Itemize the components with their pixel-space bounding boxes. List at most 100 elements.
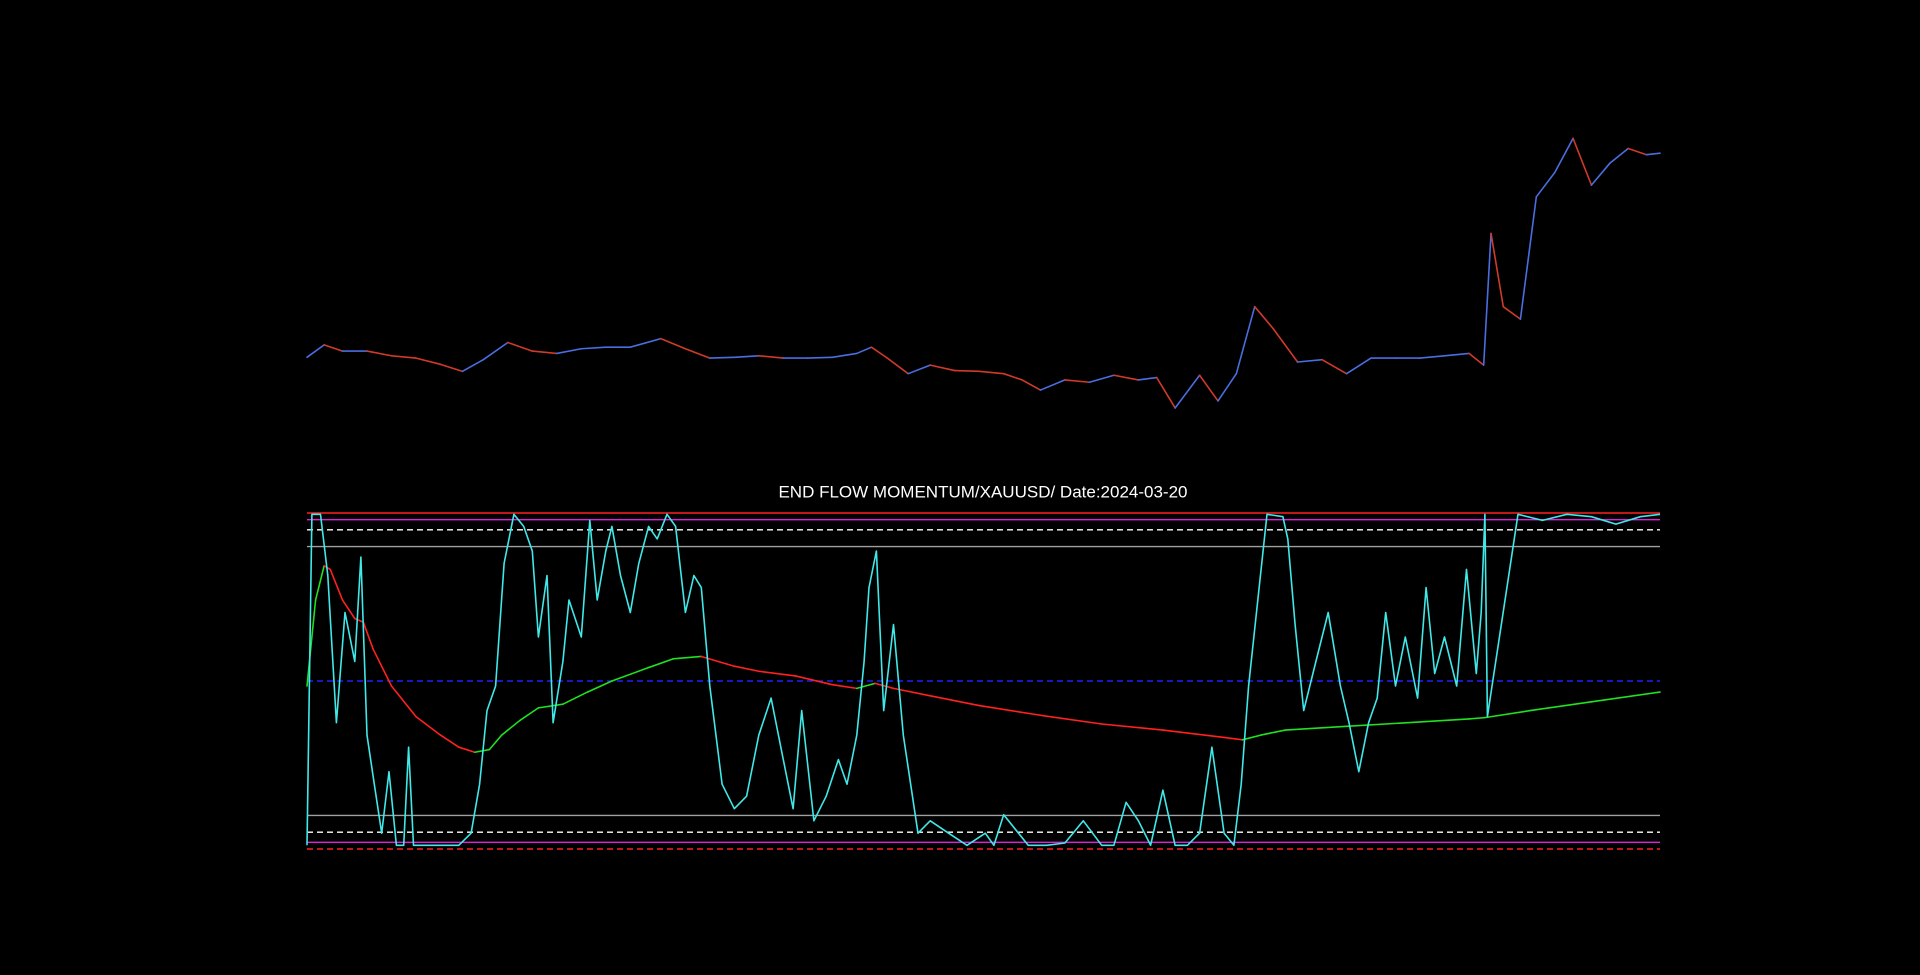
price-segment	[1443, 352, 1470, 357]
price-segment	[1296, 358, 1323, 363]
oscillator-line	[306, 513, 1661, 847]
price-segment	[929, 364, 956, 372]
price-segment	[580, 346, 607, 350]
signal-segment	[1100, 723, 1164, 731]
signal-segment	[855, 682, 876, 690]
price-segment	[306, 344, 325, 359]
signal-segment	[439, 734, 460, 748]
price-segment	[1468, 352, 1485, 366]
price-segment	[1064, 379, 1091, 384]
signal-segment	[874, 682, 895, 690]
signal-segment	[1529, 701, 1593, 712]
signal-segment	[647, 658, 674, 669]
signal-segment	[794, 675, 834, 686]
price-segment	[1137, 376, 1158, 381]
price-segment	[709, 356, 736, 359]
signal-segment	[1345, 721, 1409, 728]
signal-segment	[1039, 714, 1103, 725]
price-segment	[439, 363, 464, 373]
signal-segment	[1241, 734, 1262, 741]
price-segment	[806, 356, 834, 359]
price-segment	[1608, 147, 1629, 165]
signal-segment	[758, 670, 797, 677]
price-segment	[1345, 357, 1372, 375]
signal-segment	[353, 617, 365, 624]
signal-segment	[586, 680, 613, 693]
price-segment	[1039, 379, 1066, 391]
price-segment	[907, 364, 932, 375]
signal-segment	[415, 715, 442, 736]
price-segment	[531, 350, 558, 355]
price-segment	[1021, 379, 1042, 391]
signal-segment	[314, 564, 325, 601]
signal-segment	[1590, 691, 1661, 703]
price-segment	[1482, 232, 1492, 366]
price-segment	[366, 350, 393, 357]
signal-segment	[519, 707, 540, 722]
price-segment	[323, 344, 344, 352]
price-segment	[1535, 171, 1556, 198]
signal-segment	[500, 719, 521, 736]
price-segment	[758, 354, 785, 359]
price-segment	[1088, 374, 1115, 384]
price-segment	[1645, 152, 1661, 156]
signal-segment	[341, 599, 356, 620]
price-segment	[1155, 376, 1176, 409]
price-segment	[1217, 372, 1238, 402]
signal-segment	[831, 683, 858, 690]
signal-segment	[562, 691, 589, 705]
signal-segment	[488, 734, 503, 751]
price-segment	[507, 341, 534, 352]
price-segment	[1419, 354, 1446, 359]
signal-segment	[1284, 725, 1348, 731]
price-segment	[870, 346, 889, 359]
signal-segment	[362, 621, 374, 650]
chart-title: END FLOW MOMENTUM/XAUUSD/ Date:2024-03-2…	[778, 482, 1187, 501]
signal-segment	[1162, 729, 1225, 739]
signal-segment	[390, 685, 417, 718]
price-segment	[1627, 147, 1648, 156]
price-segment	[1198, 374, 1219, 402]
price-segment	[1321, 358, 1348, 375]
signal-segment	[372, 648, 393, 687]
signal-segment	[611, 666, 650, 682]
price-segment	[1272, 327, 1299, 363]
price-segment	[390, 354, 417, 359]
price-segment	[831, 352, 858, 359]
price-segment	[953, 369, 981, 373]
price-segment	[978, 370, 1005, 375]
signal-segment	[1223, 736, 1244, 741]
price-segment	[1253, 305, 1274, 330]
price-segment	[733, 354, 760, 359]
signal-segment	[473, 748, 491, 754]
price-segment	[629, 337, 662, 348]
signal-segment	[929, 694, 981, 707]
signal-segment	[1468, 716, 1486, 720]
price-segment	[684, 347, 711, 359]
price-segment	[1572, 137, 1593, 186]
price-segment	[1113, 374, 1140, 381]
price-segment	[482, 341, 509, 361]
price-segment	[555, 347, 583, 355]
signal-segment	[733, 665, 760, 673]
price-segment	[1174, 374, 1201, 409]
price-segment	[1519, 196, 1538, 320]
signal-segment	[978, 704, 1042, 717]
price-segment	[1002, 372, 1023, 381]
price-segment	[1553, 137, 1574, 174]
signal-segment	[1260, 729, 1287, 736]
signal-segment	[537, 703, 564, 709]
price-segment	[1490, 232, 1505, 308]
price-segment	[415, 357, 442, 366]
signal-segment	[1484, 709, 1532, 719]
price-segment	[1235, 305, 1256, 375]
price-segment	[1502, 305, 1522, 320]
signal-segment	[672, 655, 703, 660]
price-segment	[1590, 162, 1611, 186]
signal-segment	[458, 746, 476, 754]
signal-segment	[306, 599, 317, 687]
signal-segment	[329, 568, 344, 601]
